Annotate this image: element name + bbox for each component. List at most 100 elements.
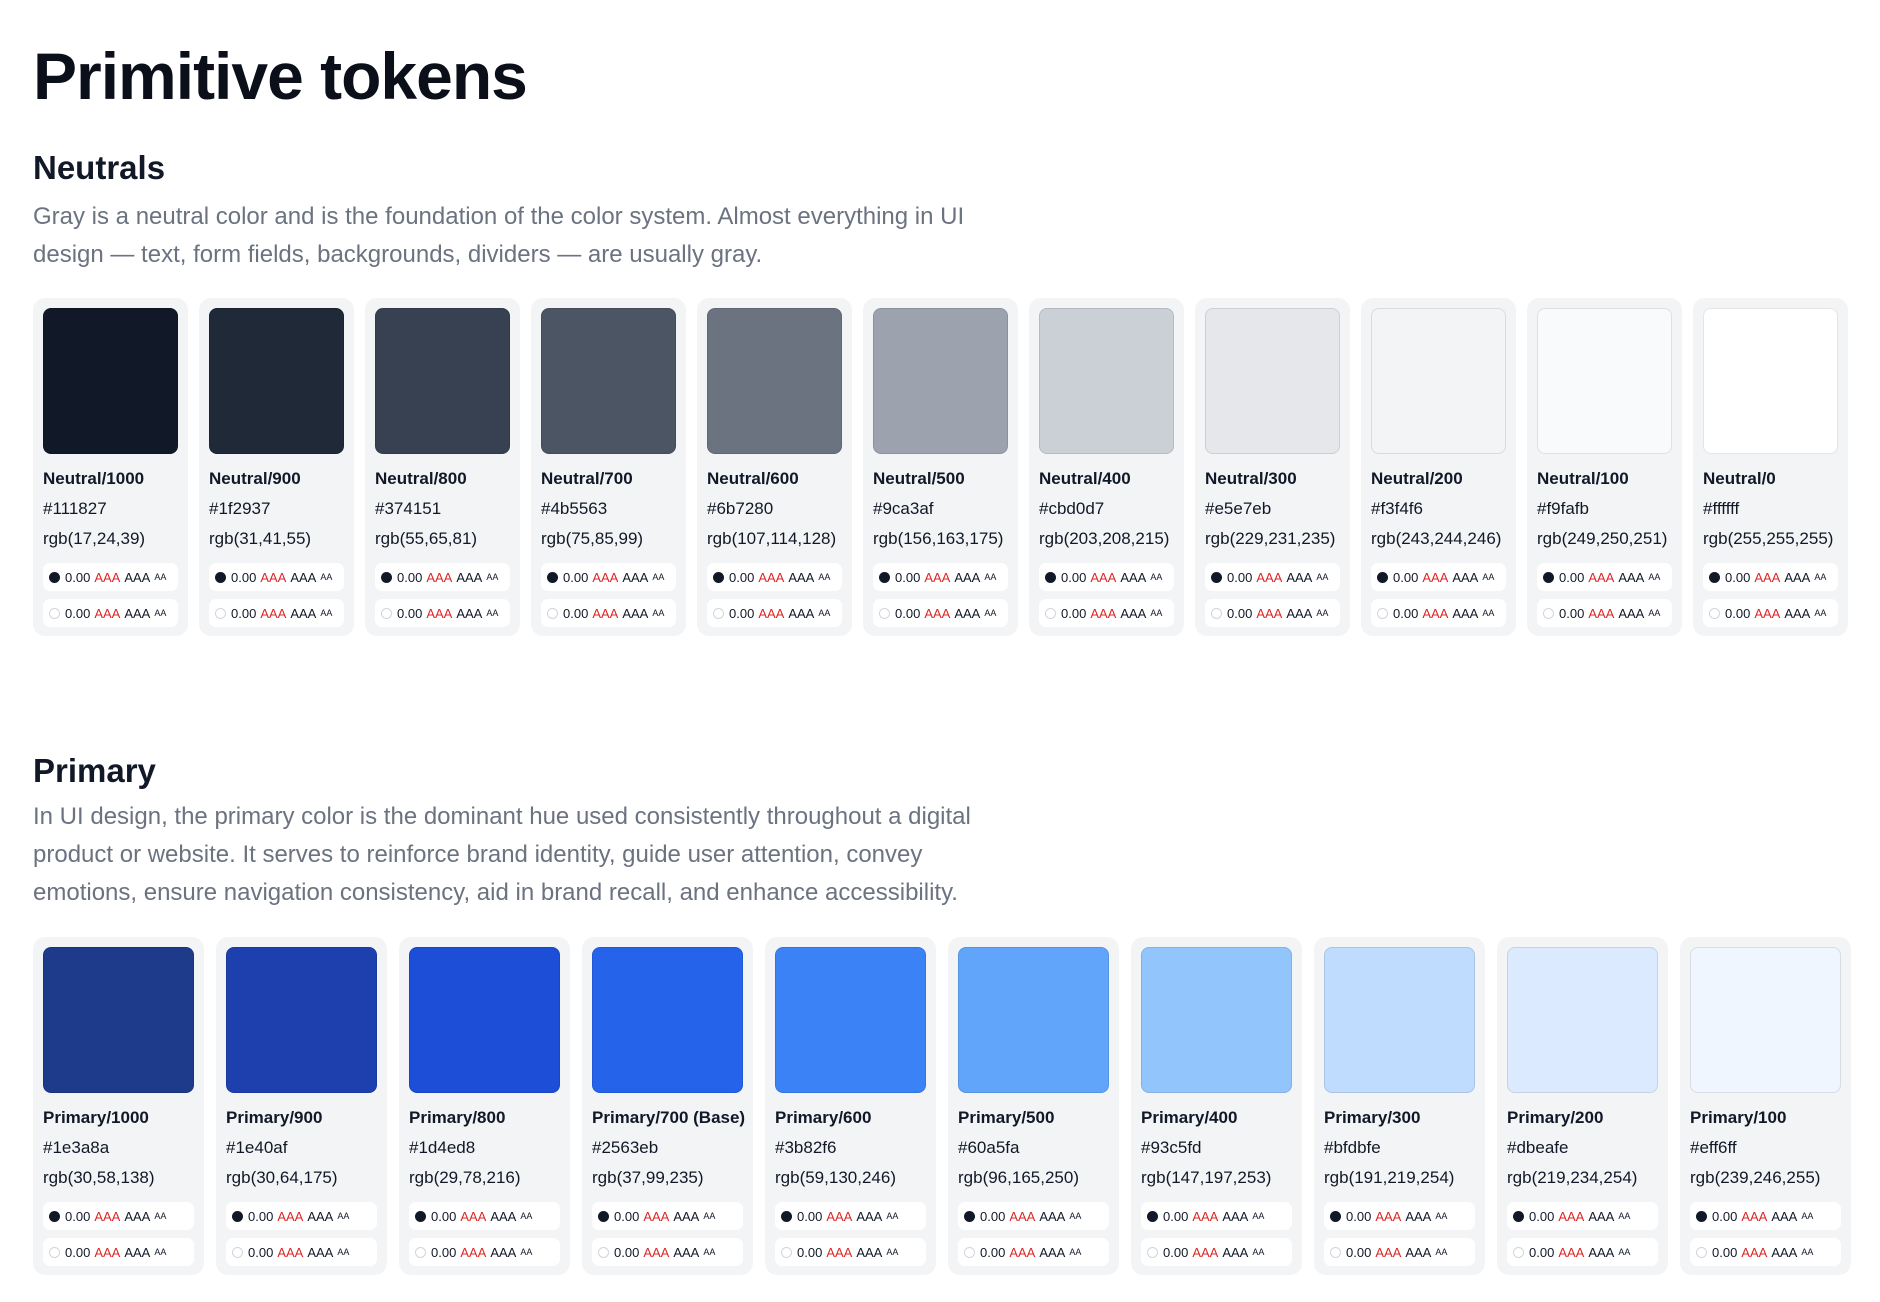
contrast-ratio: 0.00 bbox=[1393, 605, 1419, 621]
wcag-pass-badge: AAA bbox=[307, 1208, 334, 1224]
light-dot-icon bbox=[964, 1246, 975, 1258]
wcag-fail-badge: AAA bbox=[1588, 605, 1615, 621]
color-token-card[interactable]: Neutral/800 #374151 rgb(55,65,81) 0.00 AAA AA… bbox=[365, 298, 520, 636]
color-swatch bbox=[1205, 308, 1340, 454]
contrast-ratio: 0.00 bbox=[1393, 569, 1419, 585]
wcag-aa-badge: AA bbox=[154, 1211, 167, 1221]
color-token-card[interactable]: Primary/600 #3b82f6 rgb(59,130,246) 0.00 AAA… bbox=[765, 937, 936, 1275]
token-hex-value: #3b82f6 bbox=[775, 1138, 837, 1157]
contrast-on-dark: 0.00 AAA AAA AA bbox=[873, 563, 1008, 591]
wcag-fail-badge: AAA bbox=[94, 569, 121, 585]
token-hex-value: #1f2937 bbox=[209, 499, 271, 518]
contrast-ratio: 0.00 bbox=[65, 569, 91, 585]
primary-swatch-row: Primary/1000 #1e3a8a rgb(30,58,138) 0.00 AAA… bbox=[33, 937, 1851, 1275]
wcag-fail-badge: AAA bbox=[1090, 569, 1117, 585]
color-token-card[interactable]: Neutral/700 #4b5563 rgb(75,85,99) 0.00 AAA AA… bbox=[531, 298, 686, 636]
wcag-pass-badge: AAA bbox=[1771, 1208, 1798, 1224]
dark-dot-icon bbox=[879, 571, 890, 583]
color-token-card[interactable]: Neutral/900 #1f2937 rgb(31,41,55) 0.00 AAA AA… bbox=[199, 298, 354, 636]
token-hex-value: #2563eb bbox=[592, 1138, 659, 1157]
wcag-pass-badge: AAA bbox=[1039, 1208, 1066, 1224]
wcag-pass-badge: AAA bbox=[307, 1244, 334, 1260]
color-token-card[interactable]: Neutral/300 #e5e7eb rgb(229,231,235) 0.00 AA… bbox=[1195, 298, 1350, 636]
wcag-fail-badge: AAA bbox=[277, 1208, 304, 1224]
light-dot-icon bbox=[49, 1246, 60, 1258]
wcag-pass-badge: AAA bbox=[1452, 569, 1479, 585]
contrast-on-dark: 0.00 AAA AAA AA bbox=[1324, 1202, 1475, 1230]
color-token-card[interactable]: Primary/400 #93c5fd rgb(147,197,253) 0.00 AA… bbox=[1131, 937, 1302, 1275]
color-token-card[interactable]: Primary/800 #1d4ed8 rgb(29,78,216) 0.00 AAA A… bbox=[399, 937, 570, 1275]
wcag-aa-badge: AA bbox=[520, 1211, 533, 1221]
color-token-card[interactable]: Neutral/0 #ffffff rgb(255,255,255) 0.00 AAA A… bbox=[1693, 298, 1848, 636]
color-token-card[interactable]: Primary/200 #dbeafe rgb(219,234,254) 0.00 AA… bbox=[1497, 937, 1668, 1275]
wcag-fail-badge: AAA bbox=[758, 569, 785, 585]
wcag-aa-badge: AA bbox=[1482, 608, 1495, 618]
contrast-on-dark: 0.00 AAA AAA AA bbox=[707, 563, 842, 591]
color-swatch bbox=[1371, 308, 1506, 454]
token-hex-value: #1e40af bbox=[226, 1138, 288, 1157]
wcag-pass-badge: AAA bbox=[788, 569, 815, 585]
color-token-card[interactable]: Neutral/600 #6b7280 rgb(107,114,128) 0.00 AA… bbox=[697, 298, 852, 636]
color-swatch bbox=[1507, 947, 1658, 1093]
color-token-card[interactable]: Neutral/1000 #111827 rgb(17,24,39) 0.00 AAA A… bbox=[33, 298, 188, 636]
token-name: Primary/100 bbox=[1690, 1108, 1787, 1127]
wcag-aa-badge: AA bbox=[1648, 572, 1661, 582]
color-token-card[interactable]: Neutral/100 #f9fafb rgb(249,250,251) 0.00 AA… bbox=[1527, 298, 1682, 636]
token-hex-value: #f9fafb bbox=[1537, 499, 1589, 518]
wcag-pass-badge: AAA bbox=[124, 1244, 151, 1260]
color-token-card[interactable]: Neutral/500 #9ca3af rgb(156,163,175) 0.00 AA… bbox=[863, 298, 1018, 636]
color-token-card[interactable]: Primary/500 #60a5fa rgb(96,165,250) 0.00 AAA… bbox=[948, 937, 1119, 1275]
contrast-on-dark: 0.00 AAA AAA AA bbox=[1141, 1202, 1292, 1230]
wcag-aa-badge: AA bbox=[652, 572, 665, 582]
contrast-ratio: 0.00 bbox=[980, 1208, 1006, 1224]
contrast-ratio: 0.00 bbox=[65, 1208, 91, 1224]
dark-dot-icon bbox=[1543, 571, 1554, 583]
wcag-fail-badge: AAA bbox=[1741, 1208, 1768, 1224]
token-name: Primary/1000 bbox=[43, 1108, 149, 1127]
dark-dot-icon bbox=[415, 1210, 426, 1222]
wcag-aa-badge: AA bbox=[886, 1247, 899, 1257]
wcag-pass-badge: AAA bbox=[1286, 569, 1313, 585]
contrast-ratio: 0.00 bbox=[1712, 1244, 1738, 1260]
color-token-card[interactable]: Primary/700 (Base) #2563eb rgb(37,99,235) 0… bbox=[582, 937, 753, 1275]
color-token-card[interactable]: Primary/100 #eff6ff rgb(239,246,255) 0.00 AA… bbox=[1680, 937, 1851, 1275]
dark-dot-icon bbox=[1211, 571, 1222, 583]
wcag-fail-badge: AAA bbox=[592, 605, 619, 621]
color-token-card[interactable]: Neutral/400 #cbd0d7 rgb(203,208,215) 0.00 AA… bbox=[1029, 298, 1184, 636]
token-hex-value: #dbeafe bbox=[1507, 1138, 1569, 1157]
contrast-on-dark: 0.00 AAA AAA AA bbox=[1690, 1202, 1841, 1230]
contrast-on-light: 0.00 AAA AAA AA bbox=[1324, 1238, 1475, 1266]
wcag-fail-badge: AAA bbox=[1588, 569, 1615, 585]
wcag-fail-badge: AAA bbox=[643, 1208, 670, 1224]
light-dot-icon bbox=[781, 1246, 792, 1258]
wcag-pass-badge: AAA bbox=[1771, 1244, 1798, 1260]
wcag-aa-badge: AA bbox=[520, 1247, 533, 1257]
contrast-ratio: 0.00 bbox=[895, 569, 921, 585]
contrast-ratio: 0.00 bbox=[563, 605, 589, 621]
contrast-on-light: 0.00 AAA AAA AA bbox=[707, 599, 842, 627]
contrast-on-dark: 0.00 AAA AAA AA bbox=[43, 563, 178, 591]
light-dot-icon bbox=[598, 1246, 609, 1258]
color-swatch bbox=[409, 947, 560, 1093]
token-hex-value: #60a5fa bbox=[958, 1138, 1020, 1157]
wcag-pass-badge: AAA bbox=[1784, 569, 1811, 585]
color-token-card[interactable]: Primary/900 #1e40af rgb(30,64,175) 0.00 AAA A… bbox=[216, 937, 387, 1275]
color-token-card[interactable]: Neutral/200 #f3f4f6 rgb(243,244,246) 0.00 AA… bbox=[1361, 298, 1516, 636]
token-name: Primary/900 bbox=[226, 1108, 323, 1127]
wcag-aa-badge: AA bbox=[1316, 608, 1329, 618]
wcag-aa-badge: AA bbox=[320, 608, 333, 618]
contrast-on-light: 0.00 AAA AAA AA bbox=[1141, 1238, 1292, 1266]
contrast-on-light: 0.00 AAA AAA AA bbox=[775, 1238, 926, 1266]
wcag-pass-badge: AAA bbox=[1588, 1244, 1615, 1260]
dark-dot-icon bbox=[1377, 571, 1388, 583]
wcag-fail-badge: AAA bbox=[826, 1208, 853, 1224]
light-dot-icon bbox=[1211, 607, 1222, 619]
token-name: Neutral/500 bbox=[873, 469, 965, 488]
color-token-card[interactable]: Primary/300 #bfdbfe rgb(191,219,254) 0.00 AA… bbox=[1314, 937, 1485, 1275]
token-name: Neutral/200 bbox=[1371, 469, 1463, 488]
light-dot-icon bbox=[879, 607, 890, 619]
contrast-on-light: 0.00 AAA AAA AA bbox=[43, 599, 178, 627]
wcag-fail-badge: AAA bbox=[758, 605, 785, 621]
wcag-aa-badge: AA bbox=[1648, 608, 1661, 618]
color-token-card[interactable]: Primary/1000 #1e3a8a rgb(30,58,138) 0.00 AAA… bbox=[33, 937, 204, 1275]
